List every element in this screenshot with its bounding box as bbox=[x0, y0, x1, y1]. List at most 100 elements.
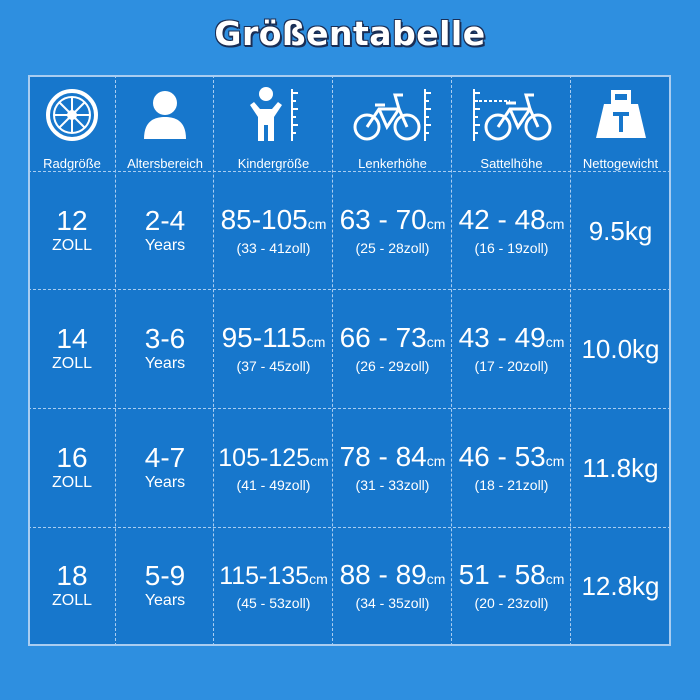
table-border-right bbox=[669, 75, 671, 646]
child-height-unit: cm bbox=[307, 215, 327, 232]
table-row-16-size: 16 ZOLL bbox=[28, 409, 116, 527]
handlebar-height-unit: cm bbox=[426, 215, 446, 232]
person-icon bbox=[144, 91, 186, 139]
table-row-18-saddle: 51 - 58cm (20 - 23zoll) bbox=[452, 528, 571, 644]
handlebar-height-unit: cm bbox=[426, 453, 446, 469]
saddle-height-value: 42 - 48 bbox=[458, 203, 546, 235]
table-row-16-weight: 11.8kg bbox=[571, 409, 670, 527]
table-row-12-child: 85-105cm (33 - 41zoll) bbox=[214, 172, 333, 289]
table-row-14-handle: 66 - 73cm (26 - 29zoll) bbox=[333, 290, 452, 408]
table-row-16-age: 4-7 Years bbox=[116, 409, 214, 527]
table-row-12-age: 2-4 Years bbox=[116, 172, 214, 289]
table-row-18-handle: 88 - 89cm (34 - 35zoll) bbox=[333, 528, 452, 644]
header-label: Radgröße bbox=[43, 156, 101, 171]
saddle-height-inch: (16 - 19zoll) bbox=[474, 239, 549, 256]
handlebar-height-unit: cm bbox=[426, 571, 446, 587]
table-row-14-size: 14 ZOLL bbox=[28, 290, 116, 408]
wheel-size-value: 18 bbox=[56, 560, 88, 591]
table-row-18-size: 18 ZOLL bbox=[28, 528, 116, 644]
table-row-14-child: 95-115cm (37 - 45zoll) bbox=[214, 290, 333, 408]
saddle-height-unit: cm bbox=[545, 215, 565, 232]
age-unit: Years bbox=[144, 355, 186, 372]
table-row-12-saddle: 42 - 48cm (16 - 19zoll) bbox=[452, 172, 571, 289]
saddle-height-inch: (20 - 23zoll) bbox=[474, 595, 549, 611]
handlebar-height-value: 78 - 84 bbox=[339, 441, 427, 472]
saddle-height-unit: cm bbox=[545, 334, 565, 350]
saddle-height-inch: (17 - 20zoll) bbox=[474, 358, 549, 374]
wheel-size-value: 12 bbox=[56, 204, 88, 236]
child-height-unit: cm bbox=[306, 334, 326, 350]
child-height-inch: (45 - 53zoll) bbox=[236, 594, 311, 611]
bike-saddle-icon bbox=[472, 89, 551, 141]
table-row-12-weight: 9.5kg bbox=[571, 172, 670, 289]
table-row-14-saddle: 43 - 49cm (17 - 20zoll) bbox=[452, 290, 571, 408]
saddle-height-inch: (18 - 21zoll) bbox=[474, 477, 549, 493]
handlebar-height-inch: (25 - 28zoll) bbox=[355, 239, 430, 256]
wheel-size-value: 16 bbox=[56, 442, 88, 473]
row-divider bbox=[28, 408, 671, 409]
saddle-height-unit: cm bbox=[545, 453, 565, 469]
saddle-height-value: 46 - 53 bbox=[458, 441, 546, 472]
handlebar-height-unit: cm bbox=[426, 334, 446, 350]
table-border-left bbox=[28, 75, 30, 646]
age-value: 4-7 bbox=[144, 442, 186, 473]
table-border-top bbox=[28, 75, 671, 77]
saddle-height-value: 51 - 58 bbox=[458, 559, 546, 590]
table-row-16-handle: 78 - 84cm (31 - 33zoll) bbox=[333, 409, 452, 527]
child-height-inch: (37 - 45zoll) bbox=[236, 358, 311, 374]
table-row-18-child: 115-135cm (45 - 53zoll) bbox=[214, 528, 333, 644]
header-child-height: Kindergröße bbox=[214, 75, 333, 171]
table-border-bottom bbox=[28, 644, 671, 646]
bike-handlebar-icon bbox=[353, 89, 431, 141]
handlebar-height-inch: (34 - 35zoll) bbox=[355, 595, 430, 611]
child-height-value: 85-105 bbox=[220, 203, 308, 235]
column-divider bbox=[570, 75, 571, 646]
table-row-18-age: 5-9 Years bbox=[116, 528, 214, 644]
net-weight-value: 11.8kg bbox=[582, 453, 659, 483]
saddle-height-unit: cm bbox=[545, 571, 565, 587]
header-wheel-size: Radgröße bbox=[28, 75, 116, 171]
column-divider bbox=[332, 75, 333, 646]
header-label: Kindergröße bbox=[237, 156, 310, 171]
net-weight-value: 12.8kg bbox=[581, 571, 660, 601]
header-label: Sattelhöhe bbox=[480, 156, 543, 171]
wheel-size-unit: ZOLL bbox=[51, 355, 92, 372]
child-height-value: 95-115 bbox=[221, 322, 307, 353]
handlebar-height-value: 63 - 70 bbox=[339, 203, 427, 235]
child-height-inch: (41 - 49zoll) bbox=[236, 476, 311, 493]
child-height-unit: cm bbox=[310, 452, 329, 469]
row-divider bbox=[28, 527, 671, 528]
header-label: Altersbereich bbox=[127, 156, 203, 171]
weight-icon bbox=[595, 90, 646, 138]
column-divider bbox=[451, 75, 452, 646]
header-label: Nettogewicht bbox=[582, 156, 659, 171]
net-weight-value: 10.0kg bbox=[581, 334, 660, 364]
table-row-16-child: 105-125cm (41 - 49zoll) bbox=[214, 409, 333, 527]
header-age-range: Altersbereich bbox=[116, 75, 214, 171]
wheel-size-unit: ZOLL bbox=[51, 236, 92, 254]
age-unit: Years bbox=[144, 236, 186, 254]
handlebar-height-value: 88 - 89 bbox=[339, 559, 427, 590]
age-unit: Years bbox=[144, 592, 186, 609]
child-height-inch: (33 - 41zoll) bbox=[236, 239, 311, 256]
handlebar-height-value: 66 - 73 bbox=[339, 322, 427, 353]
handlebar-height-inch: (31 - 33zoll) bbox=[355, 477, 430, 493]
row-divider bbox=[28, 171, 671, 172]
age-value: 5-9 bbox=[144, 560, 186, 591]
table-row-14-weight: 10.0kg bbox=[571, 290, 670, 408]
child-height-icon bbox=[249, 87, 298, 141]
table-row-16-saddle: 46 - 53cm (18 - 21zoll) bbox=[452, 409, 571, 527]
age-unit: Years bbox=[144, 474, 186, 491]
handlebar-height-inch: (26 - 29zoll) bbox=[355, 358, 430, 374]
net-weight-value: 9.5kg bbox=[588, 215, 653, 246]
wheel-size-value: 14 bbox=[56, 323, 88, 354]
table-row-12-handle: 63 - 70cm (25 - 28zoll) bbox=[333, 172, 452, 289]
child-height-value: 115-135 bbox=[219, 561, 310, 590]
table-row-14-age: 3-6 Years bbox=[116, 290, 214, 408]
row-divider bbox=[28, 289, 671, 290]
child-height-value: 105-125 bbox=[218, 443, 311, 472]
age-value: 2-4 bbox=[144, 204, 186, 236]
wheel-size-unit: ZOLL bbox=[51, 474, 92, 491]
header-saddle-height: Sattelhöhe bbox=[452, 75, 571, 171]
age-value: 3-6 bbox=[144, 323, 186, 354]
